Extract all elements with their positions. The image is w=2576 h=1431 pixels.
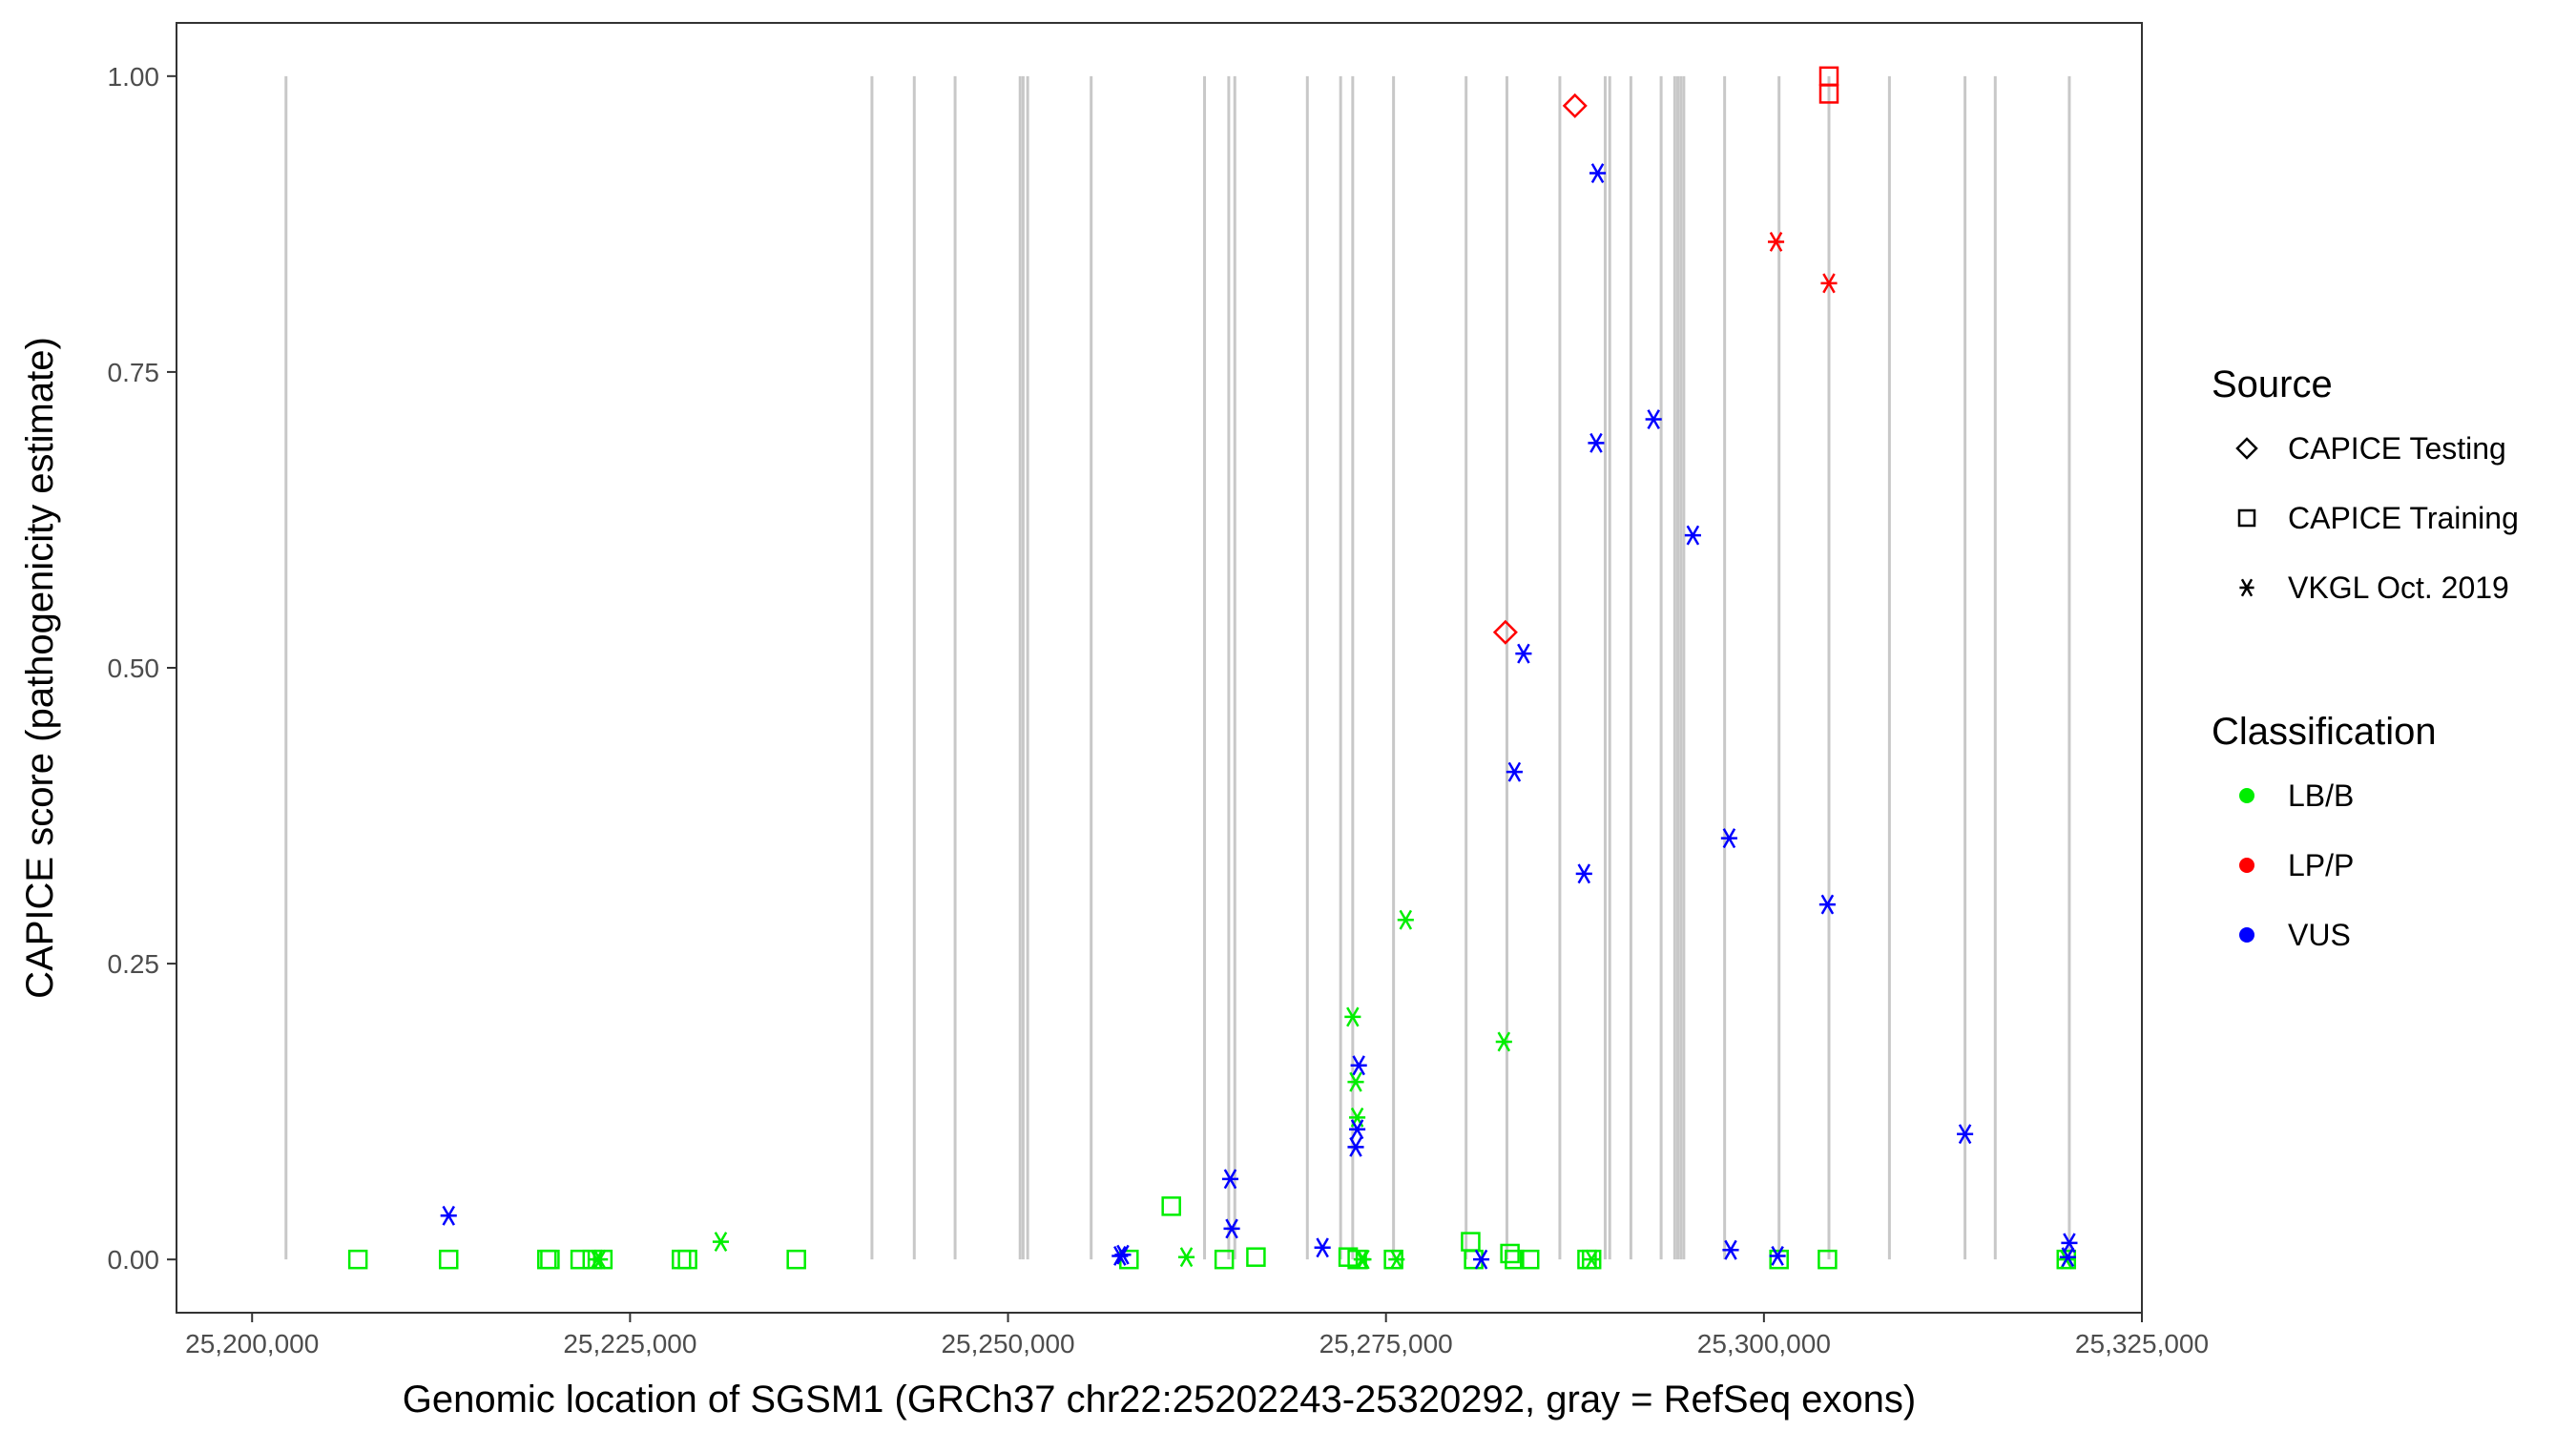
legend-source-title: Source xyxy=(2212,363,2333,405)
legend-source-label: VKGL Oct. 2019 xyxy=(2288,570,2509,605)
plot-area xyxy=(177,23,2142,1313)
point-vkgl xyxy=(440,1205,457,1226)
point-testing xyxy=(2235,437,2258,460)
point-vkgl xyxy=(1506,761,1523,782)
point-vkgl xyxy=(1314,1237,1331,1258)
point-vkgl xyxy=(1397,909,1414,930)
point-vkgl xyxy=(1769,1246,1786,1266)
point-vkgl xyxy=(1350,1055,1367,1076)
exon-lines xyxy=(284,75,2071,1260)
x-axis-title: Genomic location of SGSM1 (GRCh37 chr22:… xyxy=(403,1379,1916,1421)
point-training xyxy=(1505,1249,1525,1270)
point-vkgl xyxy=(1114,1244,1132,1265)
axes: 25,200,000 25,225,000 25,250,000 25,275,000… xyxy=(108,62,2210,1358)
point-vkgl xyxy=(1349,1119,1366,1140)
legend-class-swatch xyxy=(2239,788,2254,803)
point-training xyxy=(2237,508,2256,528)
point-vkgl xyxy=(712,1232,730,1253)
point-vkgl xyxy=(1575,863,1592,884)
point-training xyxy=(1214,1249,1235,1270)
x-tick-label: 25,250,000 xyxy=(941,1329,1074,1358)
point-vkgl xyxy=(1347,1136,1364,1157)
point-vkgl xyxy=(1684,525,1701,546)
legend-source-label: CAPICE Training xyxy=(2288,501,2519,535)
x-tick-label: 25,325,000 xyxy=(2075,1329,2209,1358)
point-vkgl xyxy=(1223,1218,1240,1239)
point-vkgl xyxy=(1344,1006,1361,1027)
point-testing xyxy=(1562,93,1588,118)
point-vkgl xyxy=(1177,1247,1195,1268)
point-vkgl xyxy=(592,1249,609,1270)
point-vkgl xyxy=(2239,578,2254,597)
point-vkgl xyxy=(1818,894,1836,915)
point-training xyxy=(1246,1247,1266,1267)
point-training xyxy=(1500,1243,1520,1264)
point-vkgl xyxy=(1515,643,1532,664)
legend: Source CAPICE Testing CAPICE Training VKGL … xyxy=(2212,363,2519,952)
point-training xyxy=(1818,84,1839,104)
legend-class-swatch xyxy=(2239,858,2254,873)
point-vkgl xyxy=(1472,1249,1490,1270)
point-vkgl xyxy=(1820,273,1838,294)
point-training xyxy=(347,1249,368,1270)
y-tick-label: 1.00 xyxy=(108,62,160,92)
point-training xyxy=(2056,1249,2077,1270)
point-vkgl xyxy=(1583,1249,1600,1270)
point-vkgl xyxy=(1355,1249,1372,1270)
point-vkgl xyxy=(1589,163,1607,183)
point-training xyxy=(438,1249,459,1270)
y-tick-label: 0.00 xyxy=(108,1245,160,1275)
point-vkgl xyxy=(1221,1169,1239,1190)
point-training xyxy=(786,1249,806,1270)
x-tick-label: 25,275,000 xyxy=(1319,1329,1453,1358)
legend-class-swatch xyxy=(2239,927,2254,943)
point-vkgl xyxy=(1347,1071,1364,1092)
point-training xyxy=(540,1249,560,1270)
y-tick-label: 0.25 xyxy=(108,949,160,979)
y-axis-title: CAPICE score (pathogenicity estimate) xyxy=(19,337,61,999)
point-training xyxy=(677,1249,697,1270)
legend-class-label: LB/B xyxy=(2288,778,2354,813)
point-vkgl xyxy=(1720,828,1737,849)
point-training xyxy=(1581,1249,1602,1270)
point-vkgl xyxy=(2061,1233,2078,1254)
point-vkgl xyxy=(1722,1239,1739,1260)
point-vkgl xyxy=(1645,409,1662,429)
legend-source-label: CAPICE Testing xyxy=(2288,431,2506,466)
legend-class-label: VUS xyxy=(2288,918,2351,952)
x-tick-label: 25,300,000 xyxy=(1697,1329,1831,1358)
point-testing xyxy=(1492,619,1518,645)
legend-class-label: LP/P xyxy=(2288,848,2354,882)
point-vkgl xyxy=(1767,232,1785,252)
point-vkgl xyxy=(1495,1031,1512,1052)
x-tick-label: 25,200,000 xyxy=(185,1329,319,1358)
point-training xyxy=(1769,1249,1789,1270)
y-tick-label: 0.50 xyxy=(108,653,160,683)
data-points xyxy=(347,66,2078,1270)
y-tick-label: 0.75 xyxy=(108,358,160,387)
point-training xyxy=(1818,1249,1838,1270)
point-training xyxy=(1161,1196,1181,1216)
point-training xyxy=(1519,1249,1540,1270)
legend-class-title: Classification xyxy=(2212,711,2437,753)
point-vkgl xyxy=(1388,1249,1405,1270)
point-vkgl xyxy=(1588,432,1605,453)
point-vkgl xyxy=(1957,1124,1974,1145)
x-tick-label: 25,225,000 xyxy=(563,1329,696,1358)
